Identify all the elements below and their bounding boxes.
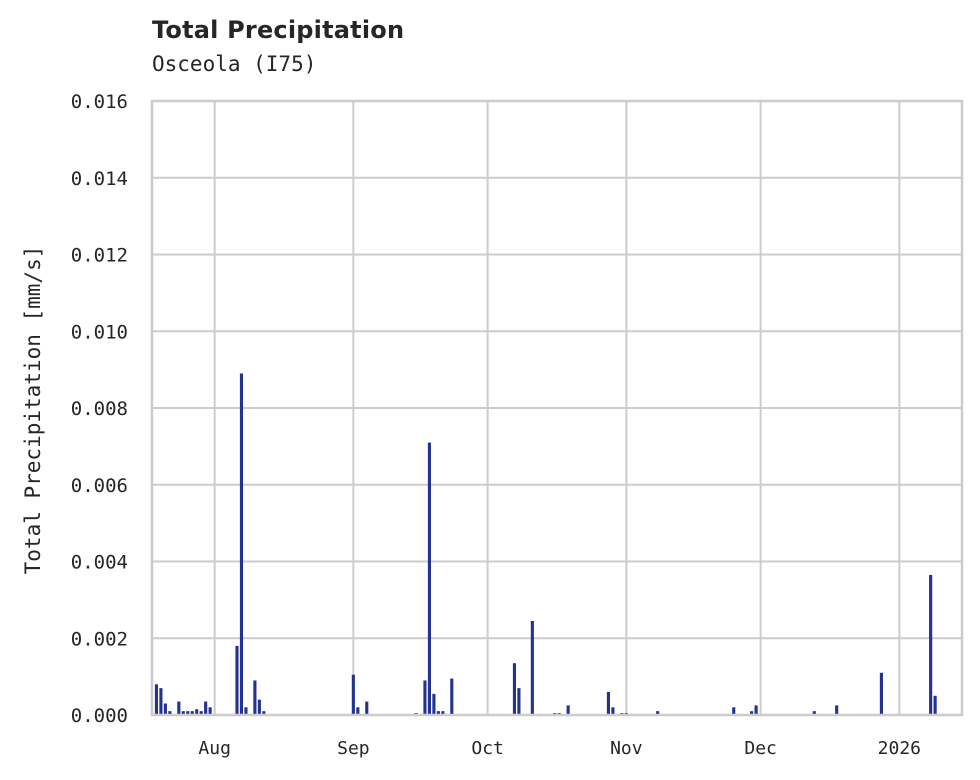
precipitation-bar (186, 711, 190, 715)
x-tick-label: Aug (198, 738, 231, 759)
y-tick-label: 0.012 (71, 245, 128, 267)
precipitation-bar (154, 684, 159, 715)
precipitation-bar (835, 705, 839, 715)
precipitation-bar (732, 707, 736, 715)
y-tick-label: 0.010 (71, 321, 128, 343)
precipitation-bar (812, 711, 816, 715)
precipitation-bar (929, 574, 933, 715)
precipitation-bar (750, 711, 754, 715)
precipitation-bar (163, 703, 167, 715)
y-tick-label: 0.002 (71, 628, 128, 650)
y-tick-label: 0.006 (71, 475, 128, 497)
precipitation-bar (530, 620, 534, 715)
precipitation-bar (879, 672, 883, 715)
precipitation-bar (427, 442, 431, 715)
precipitation-bar (611, 707, 615, 715)
precipitation-bar (235, 645, 239, 715)
precipitation-bar (933, 695, 937, 715)
x-tick-label: Dec (744, 738, 777, 759)
precipitation-bar (436, 711, 440, 715)
precipitation-bar (208, 707, 212, 715)
precipitation-bar (441, 711, 445, 715)
y-tick-label: 0.004 (71, 552, 128, 574)
precipitation-bar (195, 709, 199, 715)
precipitation-bar (262, 711, 266, 715)
precipitation-bar (199, 711, 203, 715)
precipitation-bar (257, 699, 261, 715)
precipitation-bar (181, 711, 185, 715)
y-tick-label: 0.014 (71, 168, 128, 190)
precipitation-bars (154, 373, 937, 715)
y-axis-ticks: 0.000 0.002 0.004 0.006 0.008 0.010 0.012 0.014… (71, 91, 128, 727)
precipitation-bar (356, 707, 360, 715)
precipitation-bar (450, 678, 454, 715)
precipitation-bar (423, 680, 427, 715)
precipitation-bar (177, 701, 181, 715)
x-axis-ticks: Aug Sep Oct Nov Dec 2026 (198, 738, 921, 759)
precipitation-bar (244, 707, 248, 715)
precipitation-bar (204, 701, 208, 715)
precipitation-bar (754, 705, 758, 715)
x-tick-label: 2026 (878, 738, 921, 759)
precipitation-bar (253, 680, 257, 715)
precipitation-bar (168, 711, 172, 715)
chart-subtitle: Osceola (I75) (152, 52, 317, 76)
precipitation-bar (351, 674, 355, 715)
x-tick-label: Nov (610, 738, 643, 759)
precipitation-bar (190, 711, 194, 715)
precipitation-bar (566, 705, 570, 715)
precipitation-bar (512, 663, 517, 715)
chart-title: Total Precipitation (152, 16, 405, 44)
y-tick-label: 0.016 (71, 91, 128, 113)
precipitation-bar (656, 711, 660, 715)
y-tick-label: 0.008 (71, 398, 128, 420)
x-tick-label: Sep (337, 738, 370, 759)
x-tick-label: Oct (471, 738, 504, 759)
precipitation-bar (159, 688, 163, 715)
precipitation-bar (239, 373, 244, 715)
y-tick-label: 0.000 (71, 705, 128, 727)
y-axis-label: Total Precipitation [mm/s] (21, 246, 45, 575)
plot-frame (150, 99, 964, 717)
grid-lines (152, 100, 962, 716)
precipitation-bar (365, 701, 369, 715)
precipitation-bar (432, 693, 436, 715)
precipitation-bar (606, 691, 610, 715)
precipitation-bar (517, 688, 521, 715)
